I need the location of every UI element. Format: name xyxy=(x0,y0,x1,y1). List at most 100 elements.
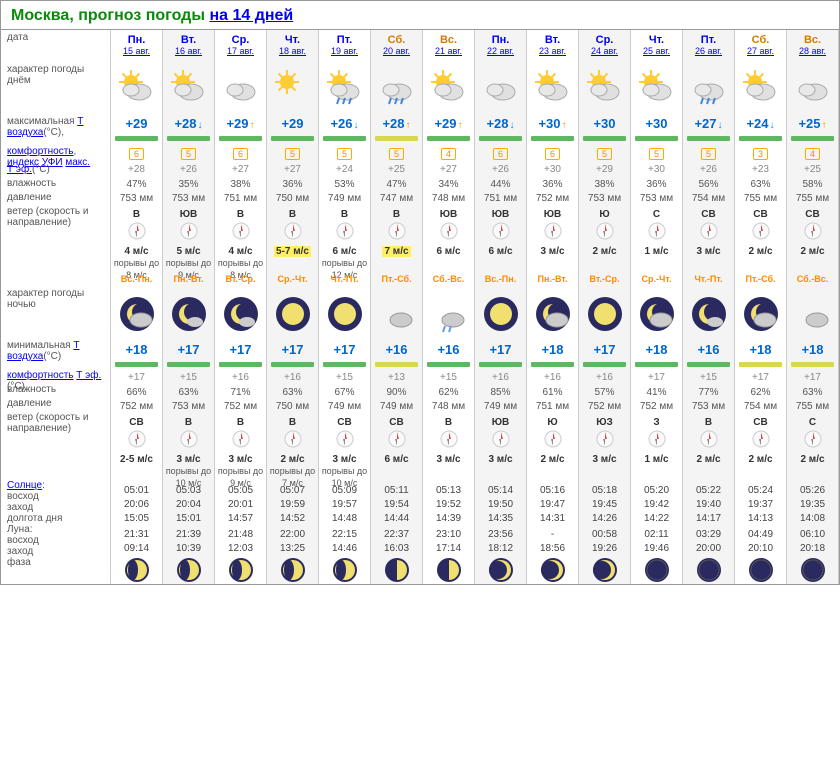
comfort-temp: +26 xyxy=(475,164,526,178)
night-pressure: 749 мм xyxy=(319,400,370,414)
min-temp: +18 xyxy=(111,340,162,360)
night-comfort-temp: +13 xyxy=(371,372,422,386)
night-comfort-bar xyxy=(583,362,626,367)
label-wind: ветер (скорость и направление) xyxy=(1,204,110,272)
pressure: 753 мм xyxy=(631,192,682,206)
date-link[interactable]: 27 авг. xyxy=(735,46,786,58)
date-link[interactable]: 23 авг. xyxy=(527,46,578,58)
day-of-week: Вт. xyxy=(527,30,578,46)
max-temp: +28↓ xyxy=(475,114,526,134)
date-link[interactable]: 24 авг. xyxy=(579,46,630,58)
moon-phase-icon xyxy=(683,556,734,584)
day-weather-icon xyxy=(527,62,578,114)
max-temp: +25↑ xyxy=(787,114,838,134)
night-span-label: Чт.-Пт. xyxy=(319,274,370,288)
date-link[interactable]: 20 авг. xyxy=(371,46,422,58)
night-pressure: 748 мм xyxy=(423,400,474,414)
night-comfort-bar xyxy=(271,362,314,367)
date-link[interactable]: 19 авг. xyxy=(319,46,370,58)
day-column: Вс. 28 авг. +25↑ 4 +25 58% 755 мм СВ 2 м… xyxy=(787,30,839,584)
day-of-week: Вт. xyxy=(163,30,214,46)
day-column: Сб. 27 авг. +24↓ 3 +23 63% 755 мм СВ 2 м… xyxy=(735,30,787,584)
night-humidity: 62% xyxy=(735,386,786,400)
day-column: Вт. 16 авг. +28↓ 5 +26 35% 753 мм ЮВ 5 м… xyxy=(163,30,215,584)
day-column: Вс. 21 авг. +29↑ 4 +27 34% 748 мм ЮВ 6 м… xyxy=(423,30,475,584)
moon-times: 22:3716:03 xyxy=(371,526,422,556)
label-pressure: давление xyxy=(1,190,110,204)
moon-phase-icon xyxy=(267,556,318,584)
wind-cell: ЮВ 6 м/с xyxy=(423,206,474,274)
moon-phase-icon xyxy=(163,556,214,584)
sun-times: 05:0320:0415:01 xyxy=(163,482,214,526)
humidity: 36% xyxy=(267,178,318,192)
comfort-temp: +25 xyxy=(787,164,838,178)
night-comfort-temp: +15 xyxy=(423,372,474,386)
day-of-week: Пт. xyxy=(319,30,370,46)
comfort-temp: +29 xyxy=(579,164,630,178)
night-weather-icon xyxy=(787,288,838,340)
page-title: Москва, прогноз погоды на 14 дней xyxy=(0,0,840,29)
night-comfort-temp: +15 xyxy=(163,372,214,386)
night-comfort-bar xyxy=(479,362,522,367)
pressure: 751 мм xyxy=(215,192,266,206)
uv-index: 5 xyxy=(597,148,612,160)
day-weather-icon xyxy=(475,62,526,114)
sun-times: 05:2219:4014:17 xyxy=(683,482,734,526)
pressure: 755 мм xyxy=(735,192,786,206)
link-comfort[interactable]: комфортность xyxy=(7,146,74,157)
pressure: 749 мм xyxy=(319,192,370,206)
date-link[interactable]: 25 авг. xyxy=(631,46,682,58)
night-wind-cell: B 3 м/с порывы до 9 м/с xyxy=(215,414,266,482)
comfort-temp: +27 xyxy=(215,164,266,178)
humidity: 34% xyxy=(423,178,474,192)
date-link[interactable]: 26 авг. xyxy=(683,46,734,58)
night-comfort-bar xyxy=(687,362,730,367)
comfort-temp: +30 xyxy=(631,164,682,178)
comfort-bar xyxy=(323,136,366,141)
uv-index: 5 xyxy=(649,148,664,160)
date-link[interactable]: 21 авг. xyxy=(423,46,474,58)
night-comfort-bar xyxy=(375,362,418,367)
night-wind-cell: ЮВ 3 м/с xyxy=(475,414,526,482)
comfort-bar xyxy=(583,136,626,141)
night-humidity: 67% xyxy=(319,386,370,400)
max-temp: +27↓ xyxy=(683,114,734,134)
date-link[interactable]: 22 авг. xyxy=(475,46,526,58)
title-period-link[interactable]: на 14 дней xyxy=(209,7,293,24)
day-of-week: Ср. xyxy=(579,30,630,46)
date-link[interactable]: 16 авг. xyxy=(163,46,214,58)
max-temp: +29↑ xyxy=(423,114,474,134)
day-weather-icon xyxy=(371,62,422,114)
moon-phase-icon xyxy=(111,556,162,584)
day-weather-icon xyxy=(735,62,786,114)
wind-cell: СВ 2 м/с xyxy=(787,206,838,274)
date-link[interactable]: 18 авг. xyxy=(267,46,318,58)
date-link[interactable]: 17 авг. xyxy=(215,46,266,58)
comfort-temp: +23 xyxy=(735,164,786,178)
moon-phase-icon xyxy=(787,556,838,584)
night-comfort-temp: +16 xyxy=(267,372,318,386)
uv-index: 3 xyxy=(753,148,768,160)
night-pressure: 749 мм xyxy=(371,400,422,414)
night-weather-icon xyxy=(267,288,318,340)
uv-index: 4 xyxy=(805,148,820,160)
night-wind-cell: С 2 м/с xyxy=(787,414,838,482)
night-comfort-temp: +17 xyxy=(787,372,838,386)
max-temp: +30↑ xyxy=(527,114,578,134)
night-span-label: Пт.-Сб. xyxy=(371,274,422,288)
night-span-label: Сб.-Вс. xyxy=(787,274,838,288)
night-weather-icon xyxy=(371,288,422,340)
night-pressure: 752 мм xyxy=(215,400,266,414)
pressure: 753 мм xyxy=(579,192,630,206)
date-link[interactable]: 28 авг. xyxy=(787,46,838,58)
comfort-temp: +27 xyxy=(423,164,474,178)
date-link[interactable]: 15 авг. xyxy=(111,46,162,58)
comfort-temp: +27 xyxy=(267,164,318,178)
night-weather-icon xyxy=(683,288,734,340)
sun-times: 05:0120:0615:05 xyxy=(111,482,162,526)
day-weather-icon xyxy=(215,62,266,114)
night-comfort-bar xyxy=(791,362,834,367)
night-humidity: 63% xyxy=(267,386,318,400)
night-weather-icon xyxy=(631,288,682,340)
humidity: 47% xyxy=(371,178,422,192)
